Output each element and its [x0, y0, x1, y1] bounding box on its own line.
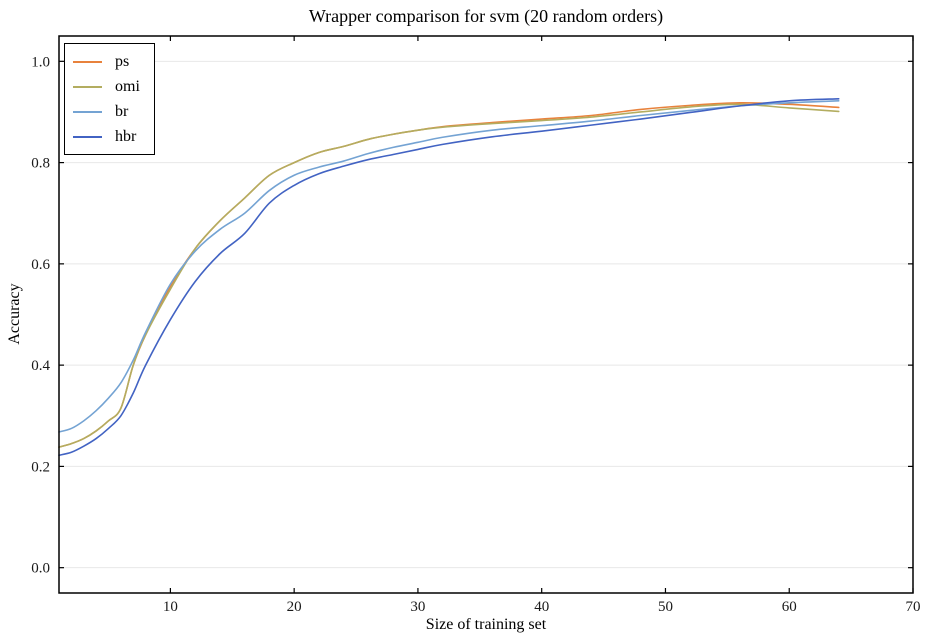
y-tick-label: 0.6	[31, 257, 50, 273]
x-tick-label: 30	[410, 599, 425, 615]
y-tick-label: 0.8	[31, 156, 50, 172]
legend-item-ps: ps	[73, 49, 140, 74]
legend-line-hbr	[73, 135, 102, 138]
y-tick-label: 0.4	[31, 358, 50, 374]
legend-line-ps	[73, 60, 102, 63]
x-tick-label: 60	[782, 599, 797, 615]
y-tick-label: 0.2	[31, 459, 50, 475]
x-tick-label: 20	[287, 599, 302, 615]
legend-line-omi	[73, 85, 102, 88]
legend-item-omi: omi	[73, 74, 140, 99]
legend-item-hbr: hbr	[73, 124, 140, 149]
series-line-br	[58, 100, 840, 433]
x-tick-label: 70	[906, 599, 921, 615]
legend-item-br: br	[73, 99, 140, 124]
legend: ps omi br hbr	[64, 43, 155, 155]
series-line-omi	[58, 103, 840, 448]
legend-label-hbr: hbr	[115, 127, 137, 145]
x-axis-label: Size of training set	[425, 616, 547, 633]
y-tick-label: 0.0	[31, 561, 50, 577]
legend-label-omi: omi	[115, 77, 140, 95]
series-line-hbr	[58, 97, 840, 457]
chart-title: Wrapper comparison for svm (20 random or…	[308, 6, 664, 26]
x-tick-label: 10	[163, 599, 178, 615]
y-tick-label: 1.0	[31, 54, 50, 70]
legend-line-br	[73, 110, 102, 113]
y-axis-label: Accuracy	[6, 283, 23, 345]
legend-label-ps: ps	[115, 52, 130, 70]
plot-border	[58, 35, 914, 594]
x-tick-label: 50	[658, 599, 673, 615]
x-tick-label: 40	[534, 599, 549, 615]
legend-label-br: br	[115, 102, 129, 120]
